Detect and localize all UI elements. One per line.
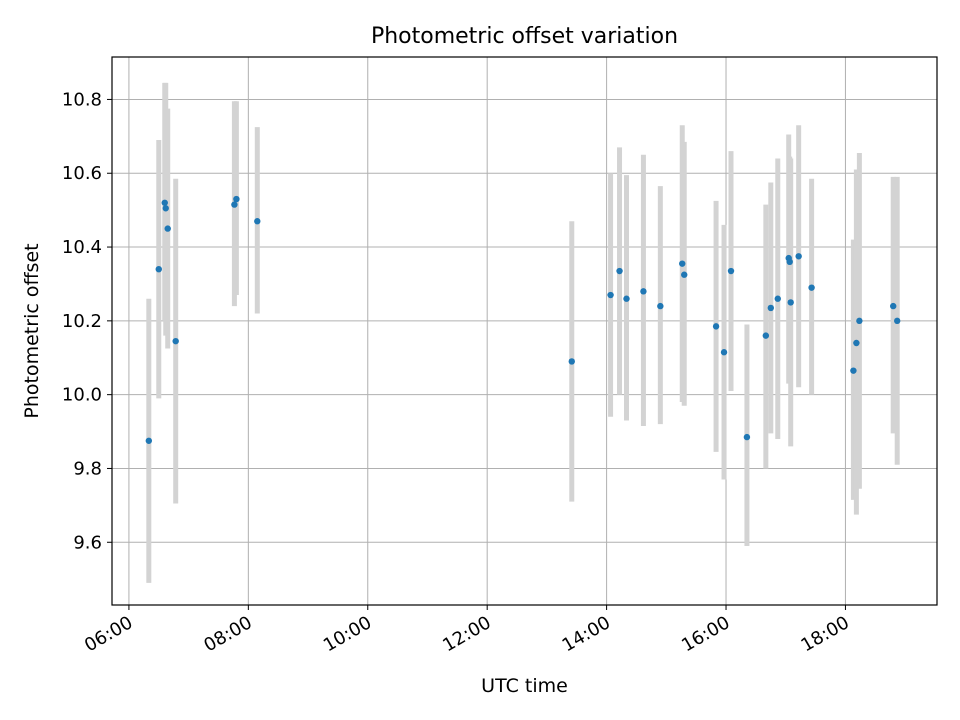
data-point (853, 339, 860, 347)
x-tick-label: 18:00 (798, 612, 853, 656)
data-point (623, 295, 630, 302)
x-tick-label: 06:00 (81, 612, 136, 656)
y-axis-label: Photometric offset (21, 243, 43, 418)
data-point (743, 433, 751, 441)
data-point (231, 201, 238, 208)
y-axis-ticks: 9.6 9.8 10.0 10.2 10.4 10.6 10.8 (62, 89, 112, 553)
data-point (164, 225, 171, 232)
chart-title: Photometric offset variation (371, 24, 678, 49)
x-tick-label: 14:00 (559, 612, 614, 656)
data-point (767, 304, 775, 312)
data-point (640, 288, 647, 295)
data-point (681, 271, 688, 278)
plot-frame (111, 56, 938, 606)
x-tick-label: 08:00 (200, 612, 255, 656)
data-point (616, 267, 623, 275)
x-tick-label: 12:00 (439, 612, 494, 656)
x-tick-label: 16:00 (678, 612, 733, 656)
data-point (679, 260, 686, 267)
data-point (254, 218, 261, 225)
data-point (568, 358, 575, 365)
x-axis-label: UTC time (481, 675, 568, 697)
errorbar-layer (146, 82, 900, 583)
data-point (727, 267, 735, 275)
data-point (786, 258, 793, 266)
point-layer (145, 195, 901, 444)
x-axis-ticks: 06:00 08:00 10:00 12:00 14:00 16:00 18:00 (81, 605, 853, 656)
data-point (712, 323, 720, 330)
y-tick-label: 10.4 (62, 237, 102, 258)
y-tick-label: 10.0 (62, 385, 102, 406)
data-point (856, 317, 863, 325)
data-point (787, 299, 794, 306)
data-point (890, 302, 897, 310)
data-point (720, 349, 728, 356)
data-point (795, 253, 802, 260)
y-tick-label: 9.6 (73, 532, 102, 553)
data-point (850, 367, 857, 374)
data-point (808, 284, 815, 291)
x-tick-label: 10:00 (320, 612, 375, 656)
data-point (774, 295, 781, 302)
data-point (162, 205, 169, 212)
data-point (145, 437, 153, 444)
data-point (172, 337, 179, 345)
y-tick-label: 10.6 (62, 163, 102, 184)
data-point (607, 291, 614, 299)
y-tick-label: 10.2 (62, 311, 102, 332)
data-point (657, 302, 664, 310)
data-point (893, 317, 901, 325)
y-tick-label: 9.8 (73, 458, 102, 479)
data-point (155, 265, 162, 273)
data-point (161, 199, 168, 206)
data-point (233, 195, 240, 203)
y-tick-label: 10.8 (62, 89, 102, 110)
data-point (762, 332, 770, 339)
